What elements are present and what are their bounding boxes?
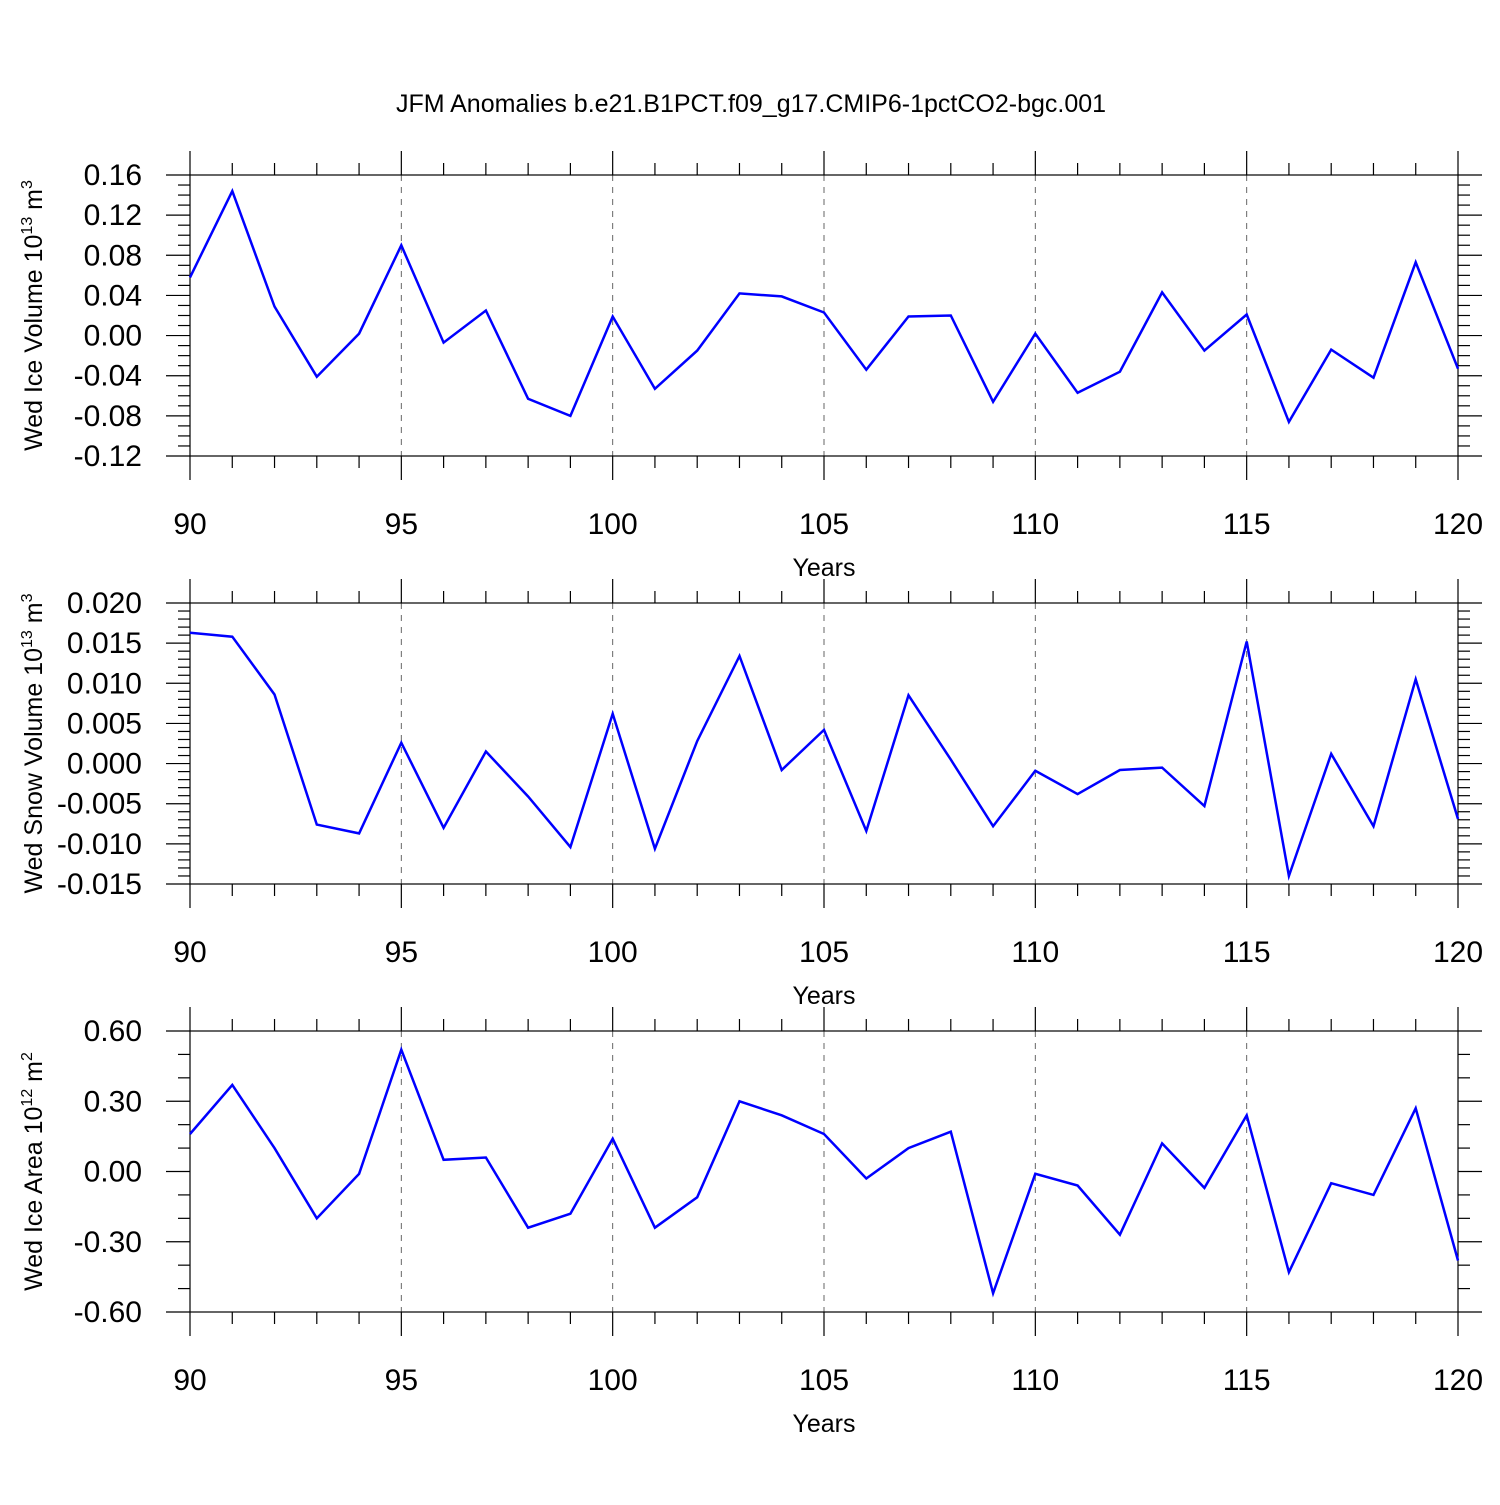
x-tick-label: 115 <box>1223 1364 1271 1397</box>
y-tick-label: 0.30 <box>84 1085 142 1118</box>
series-line <box>189 631 1460 881</box>
x-tick-label: 90 <box>173 508 206 541</box>
x-tick-label: 105 <box>799 936 849 969</box>
x-tick-label: 115 <box>1223 508 1271 541</box>
y-tick-label: -0.60 <box>74 1296 142 1329</box>
y-tick-label: 0.015 <box>67 627 142 660</box>
x-tick-label: 120 <box>1433 1364 1483 1397</box>
y-tick-label: -0.04 <box>74 360 142 393</box>
y-tick-label: -0.30 <box>74 1226 142 1259</box>
chart-title: JFM Anomalies b.e21.B1PCT.f09_g17.CMIP6-… <box>396 90 1106 118</box>
x-tick-label: 90 <box>173 1364 206 1397</box>
y-tick-label: 0.16 <box>84 159 142 192</box>
series-line <box>188 187 1460 425</box>
plot-frame <box>189 602 1459 885</box>
x-tick-label: 105 <box>799 1364 849 1397</box>
y-axis-label: Wed Snow Volume 1013 m3 <box>19 593 48 893</box>
y-tick-label: -0.08 <box>74 400 142 433</box>
y-tick-label: -0.015 <box>57 868 142 901</box>
y-tick-label: 0.010 <box>67 667 142 700</box>
plot-frame <box>189 174 1459 457</box>
panel-ice-area: 90 95 100 105 110 115 120 -0.60 -0.30 0.00 0.30 0.6… <box>19 1007 1483 1438</box>
panel-ice-volume: 90 95 100 105 110 115 120 -0.12 -0.08 -0.04 0.00 0.… <box>19 151 1483 582</box>
y-axis-label: Wed Ice Area 1012 m2 <box>19 1052 48 1291</box>
x-tick-label: 120 <box>1433 936 1483 969</box>
x-axis-label: Years <box>792 554 855 582</box>
y-tick-label: 0.12 <box>84 199 142 232</box>
x-tick-label: 110 <box>1011 936 1059 969</box>
series-line <box>189 1046 1460 1298</box>
x-tick-label: 120 <box>1433 508 1483 541</box>
x-tick-label: 105 <box>799 508 849 541</box>
y-tick-label: 0.005 <box>67 707 142 740</box>
x-tick-label: 110 <box>1011 1364 1059 1397</box>
y-tick-label: 0.00 <box>84 320 142 353</box>
x-tick-label: 95 <box>385 1364 418 1397</box>
panel-snow-volume: 90 95 100 105 110 115 120 -0.015 -0.010 -0.005 0.0… <box>19 579 1483 1010</box>
x-axis-label: Years <box>792 982 855 1010</box>
x-tick-label: 100 <box>588 508 638 541</box>
x-tick-label: 95 <box>385 508 418 541</box>
y-tick-label: 0.000 <box>67 748 142 781</box>
y-tick-label: 0.08 <box>84 239 142 272</box>
y-axis-label: Wed Ice Volume 1013 m3 <box>19 180 48 451</box>
y-tick-label: -0.12 <box>74 440 142 473</box>
x-tick-label: 115 <box>1223 936 1271 969</box>
y-tick-label: 0.60 <box>84 1015 142 1048</box>
x-tick-label: 90 <box>173 936 206 969</box>
x-tick-label: 100 <box>588 1364 638 1397</box>
x-tick-label: 110 <box>1011 508 1059 541</box>
x-tick-label: 100 <box>588 936 638 969</box>
plot-frame <box>189 1030 1459 1313</box>
y-tick-label: -0.005 <box>57 788 142 821</box>
x-tick-label: 95 <box>385 936 418 969</box>
chart-panels: 90 95 100 105 110 115 120 -0.12 -0.08 -0.04 0.00 0.… <box>19 151 1483 1438</box>
x-axis-label: Years <box>792 1410 855 1438</box>
y-tick-label: 0.04 <box>84 279 142 312</box>
y-tick-label: 0.00 <box>84 1156 142 1189</box>
y-tick-label: -0.010 <box>57 828 142 861</box>
y-tick-label: 0.020 <box>67 587 142 620</box>
